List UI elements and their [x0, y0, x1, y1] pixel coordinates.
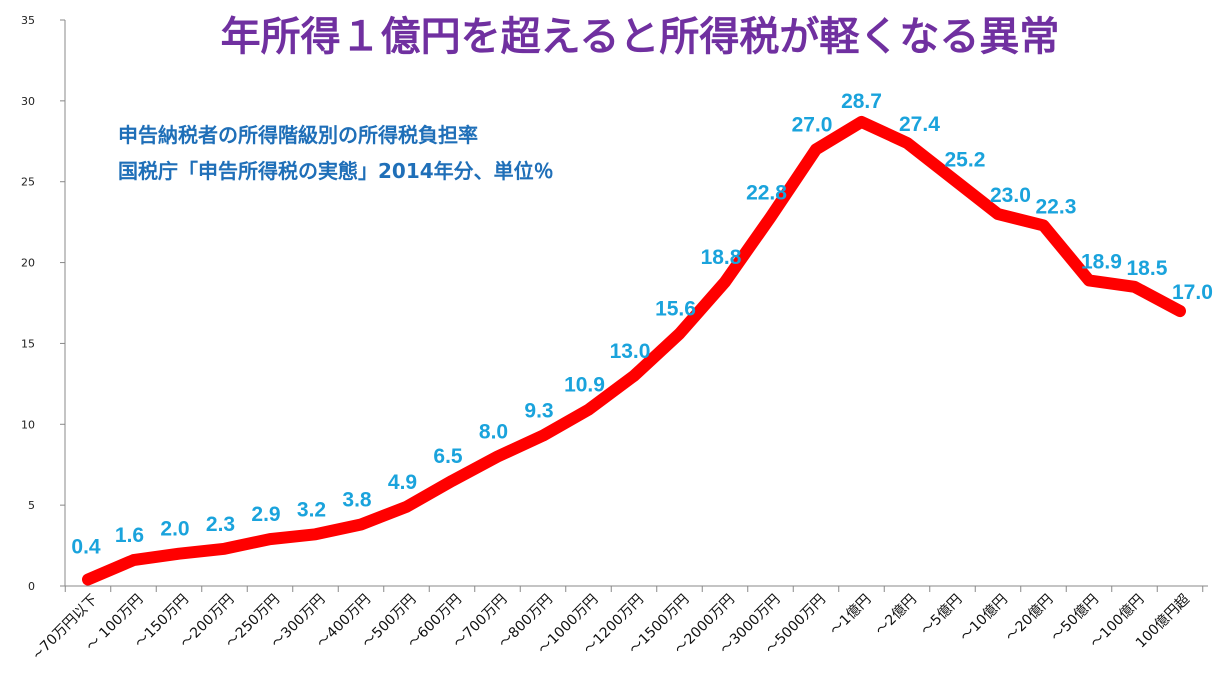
data-label: 0.4 — [71, 536, 101, 559]
data-label: 17.0 — [1172, 281, 1213, 304]
data-label: 22.3 — [1036, 195, 1077, 218]
data-label: 18.9 — [1081, 250, 1122, 273]
data-point — [541, 433, 545, 438]
chart-axes — [60, 19, 1208, 592]
series-layer — [82, 115, 1186, 586]
data-point — [404, 504, 409, 509]
data-label: 27.0 — [792, 113, 833, 136]
y-tick-label: 25 — [21, 176, 35, 189]
data-point — [222, 546, 227, 551]
data-label: 3.2 — [297, 498, 326, 521]
data-point — [131, 558, 136, 563]
data-label: 2.9 — [251, 503, 280, 526]
y-tick-label: 15 — [21, 337, 35, 350]
data-point — [677, 331, 682, 336]
y-tick-label: 35 — [21, 14, 35, 27]
chart-subtitle-line-1: 申告納税者の所得階級別の所得税負担率 — [118, 123, 478, 147]
data-point — [450, 478, 454, 483]
y-axis-tick-labels: 0 5 10 15 20 25 30 35 — [21, 14, 35, 593]
data-point — [1178, 309, 1182, 314]
data-point — [495, 454, 500, 459]
data-label: 4.9 — [388, 471, 417, 494]
y-tick-label: 30 — [21, 95, 35, 108]
data-label: 28.7 — [841, 90, 882, 113]
data-label: 2.3 — [206, 513, 235, 536]
data-point — [859, 119, 864, 124]
data-point — [632, 373, 636, 378]
x-tick-label: ～20億円 — [1003, 592, 1057, 646]
data-point — [1087, 278, 1091, 283]
y-tick-label: 20 — [21, 257, 35, 270]
data-label: 27.4 — [899, 113, 940, 136]
data-point — [768, 215, 773, 220]
data-label: 2.0 — [160, 518, 189, 541]
data-point — [1041, 223, 1046, 228]
data-label: 9.3 — [524, 400, 553, 423]
data-label: 25.2 — [945, 148, 986, 171]
data-point — [313, 532, 318, 537]
x-tick-label: ～10億円 — [957, 592, 1011, 646]
data-point — [950, 176, 955, 181]
data-label: 18.5 — [1127, 257, 1168, 280]
data-point — [586, 407, 591, 412]
chart-subtitle-line-2: 国税庁「申告所得税の実態」2014年分、単位％ — [118, 159, 554, 183]
data-point — [177, 551, 181, 556]
data-point — [723, 279, 727, 284]
y-tick-label: 5 — [28, 499, 35, 512]
chart-title: 年所得１億円を超えると所得税が軽くなる異常 — [221, 14, 1060, 60]
x-tick-label: ～2億円 — [873, 592, 920, 639]
y-tick-label: 0 — [28, 580, 35, 593]
data-point — [1132, 284, 1137, 289]
data-point — [86, 577, 90, 582]
data-labels: 0.4 1.6 2.0 2.3 2.9 3.2 3.8 4.9 6.5 8.0 9.3 10.913.… — [71, 90, 1212, 559]
data-point — [814, 147, 818, 152]
data-label: 13.0 — [610, 340, 651, 363]
data-label: 8.0 — [479, 421, 508, 444]
data-label: 15.6 — [655, 298, 696, 321]
x-tick-label: ～1億円 — [827, 592, 874, 639]
y-tick-label: 10 — [21, 418, 35, 431]
data-point — [268, 537, 272, 542]
data-label: 23.0 — [990, 184, 1031, 207]
data-point — [359, 522, 363, 527]
x-axis-tick-labels: ~70万円以下～ 100万円～150万円～200万円～250万円～300万円～4… — [29, 592, 1193, 664]
x-tick-label: ~70万円以下 — [29, 592, 101, 664]
data-label: 10.9 — [564, 374, 605, 397]
data-point — [996, 212, 1000, 217]
data-label: 3.8 — [342, 489, 372, 512]
data-label: 22.8 — [746, 181, 787, 204]
data-label: 6.5 — [433, 445, 463, 468]
data-label: 18.8 — [701, 246, 742, 269]
data-point — [905, 140, 909, 145]
data-label: 1.6 — [115, 524, 144, 547]
